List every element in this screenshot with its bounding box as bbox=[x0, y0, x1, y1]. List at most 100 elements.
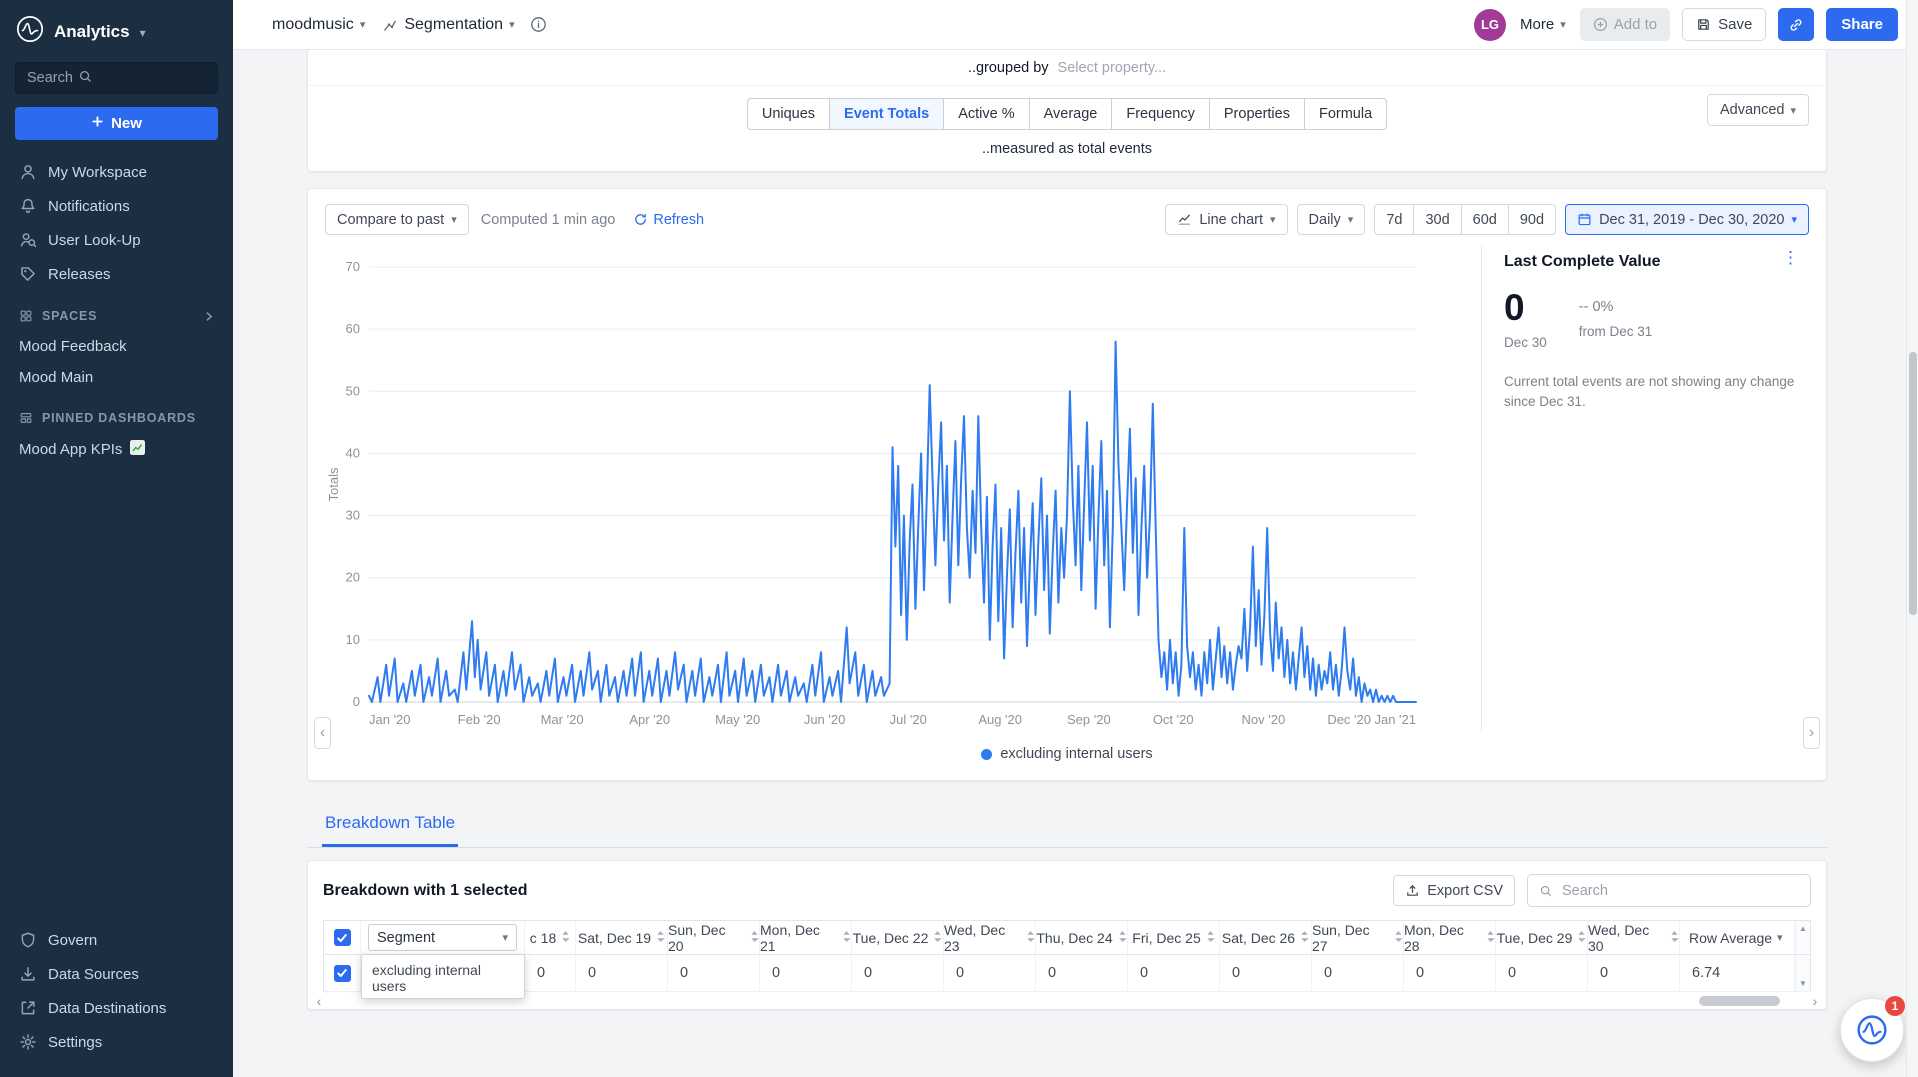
sidebar-item-releases[interactable]: Releases bbox=[0, 257, 233, 291]
space-item-mood-feedback[interactable]: Mood Feedback bbox=[19, 338, 127, 355]
scroll-right-icon[interactable]: › bbox=[1807, 994, 1823, 1008]
share-button[interactable]: Share bbox=[1826, 8, 1898, 41]
metric-tab-frequency[interactable]: Frequency bbox=[1111, 98, 1210, 130]
more-button[interactable]: More ▾ bbox=[1518, 12, 1568, 37]
link-icon bbox=[1788, 17, 1804, 33]
column-header-c-18[interactable]: c 18 bbox=[525, 921, 576, 954]
group-property-input[interactable]: Select property... bbox=[1057, 59, 1167, 76]
column-header-label: Sat, Dec 19 bbox=[577, 929, 652, 946]
export-csv-button[interactable]: Export CSV bbox=[1393, 875, 1515, 906]
column-header-sun-dec-20[interactable]: Sun, Dec 20 bbox=[668, 921, 760, 954]
compare-to-past-button[interactable]: Compare to past ▾ bbox=[325, 204, 469, 235]
select-all-checkbox[interactable] bbox=[333, 929, 351, 946]
column-header-mon-dec-21[interactable]: Mon, Dec 21 bbox=[760, 921, 852, 954]
save-button[interactable]: Save bbox=[1682, 8, 1767, 41]
chart-toolbar: Compare to past ▾ Computed 1 min ago Ref… bbox=[325, 204, 1809, 235]
interval-select[interactable]: Daily ▾ bbox=[1296, 204, 1366, 235]
column-header-wed-dec-30[interactable]: Wed, Dec 30 bbox=[1588, 921, 1680, 954]
advanced-button[interactable]: Advanced ▾ bbox=[1706, 94, 1809, 126]
sidebar-item-settings[interactable]: Settings bbox=[0, 1025, 233, 1059]
sort-icon bbox=[1486, 930, 1495, 946]
metric-tab-properties[interactable]: Properties bbox=[1208, 98, 1305, 130]
tab-breakdown-table[interactable]: Breakdown Table bbox=[322, 813, 459, 847]
add-to-button[interactable]: Add to bbox=[1579, 8, 1671, 41]
segment-select[interactable]: Segment ▾ bbox=[368, 924, 517, 951]
metric-tab-formula[interactable]: Formula bbox=[1303, 98, 1388, 130]
kebab-menu-icon[interactable]: ⋮ bbox=[1776, 247, 1805, 269]
row-average-header[interactable]: Row Average ▾ bbox=[1680, 921, 1795, 954]
breakdown-header-row: Breakdown with 1 selected Export CSV bbox=[308, 861, 1826, 920]
column-header-sat-dec-19[interactable]: Sat, Dec 19 bbox=[576, 921, 668, 954]
sort-icon bbox=[842, 930, 851, 946]
info-icon[interactable] bbox=[530, 16, 547, 33]
column-header-tue-dec-22[interactable]: Tue, Dec 22 bbox=[852, 921, 944, 954]
table-scroll-down-icon[interactable]: ▼ bbox=[1795, 955, 1810, 991]
column-header-label: Tue, Dec 22 bbox=[852, 929, 929, 946]
avatar[interactable]: LG bbox=[1474, 8, 1506, 41]
sidebar-item-data-destinations[interactable]: Data Destinations bbox=[0, 991, 233, 1025]
metric-tab-active[interactable]: Active % bbox=[943, 98, 1030, 130]
range-7d-button[interactable]: 7d bbox=[1374, 204, 1415, 235]
sidebar-item-data-sources[interactable]: Data Sources bbox=[0, 957, 233, 991]
page-scrollbar-thumb[interactable] bbox=[1909, 352, 1917, 615]
segment-option[interactable]: excluding internal users bbox=[372, 962, 481, 994]
column-header-label: Tue, Dec 29 bbox=[1496, 929, 1573, 946]
range-60d-button[interactable]: 60d bbox=[1460, 204, 1509, 235]
column-header-sat-dec-26[interactable]: Sat, Dec 26 bbox=[1220, 921, 1312, 954]
row-select-checkbox[interactable] bbox=[333, 964, 351, 982]
space-item-mood-main[interactable]: Mood Main bbox=[19, 369, 94, 386]
sidebar-item-notifications[interactable]: Notifications bbox=[0, 189, 233, 223]
view-switcher[interactable]: Segmentation ▾ bbox=[380, 12, 516, 38]
project-name: moodmusic bbox=[272, 15, 354, 33]
column-header-label: Wed, Dec 30 bbox=[1588, 921, 1650, 954]
chart-pan-left-button[interactable]: ‹ bbox=[314, 717, 331, 749]
date-range-picker[interactable]: Dec 31, 2019 - Dec 30, 2020 ▾ bbox=[1565, 204, 1809, 235]
metric-tab-uniques[interactable]: Uniques bbox=[746, 98, 831, 130]
chart-type-select[interactable]: Line chart ▾ bbox=[1165, 204, 1288, 235]
column-header-thu-dec-24[interactable]: Thu, Dec 24 bbox=[1036, 921, 1128, 954]
scrollbar-track[interactable] bbox=[327, 995, 1807, 1007]
refresh-button[interactable]: Refresh bbox=[627, 211, 710, 229]
sidebar-item-my-workspace[interactable]: My Workspace bbox=[0, 155, 233, 189]
sidebar-item-govern[interactable]: Govern bbox=[0, 923, 233, 957]
pinned-dashboards-header[interactable]: PINNED DASHBOARDS bbox=[0, 393, 233, 433]
assistant-fab-button[interactable]: 1 bbox=[1840, 996, 1905, 1062]
change-from-date: from Dec 31 bbox=[1578, 324, 1653, 339]
grouped-by-row: ..grouped by Select property... bbox=[308, 50, 1826, 86]
metric-tab-average[interactable]: Average bbox=[1028, 98, 1113, 130]
project-switcher[interactable]: moodmusic ▾ bbox=[270, 12, 367, 38]
range-30d-button[interactable]: 30d bbox=[1413, 204, 1462, 235]
column-header-mon-dec-28[interactable]: Mon, Dec 28 bbox=[1404, 921, 1496, 954]
spaces-header[interactable]: SPACES bbox=[0, 291, 233, 331]
table-scroll-up-icon[interactable]: ▲ bbox=[1795, 921, 1810, 954]
date-range-presets: 7d 30d 60d 90d bbox=[1374, 204, 1557, 235]
metrics-row: Uniques Event Totals Active % Average Freque… bbox=[308, 86, 1826, 171]
column-header-fri-dec-25[interactable]: Fri, Dec 25 bbox=[1128, 921, 1220, 954]
svg-text:Sep '20: Sep '20 bbox=[1067, 712, 1111, 727]
chevron-right-icon[interactable] bbox=[203, 311, 214, 322]
column-header-sun-dec-27[interactable]: Sun, Dec 27 bbox=[1312, 921, 1404, 954]
column-header-label: Sun, Dec 20 bbox=[668, 921, 726, 954]
column-header-label: Sat, Dec 26 bbox=[1221, 929, 1296, 946]
column-header-wed-dec-23[interactable]: Wed, Dec 23 bbox=[944, 921, 1036, 954]
legend-item[interactable]: excluding internal users bbox=[325, 732, 1809, 772]
scroll-left-icon[interactable]: ‹ bbox=[311, 994, 327, 1008]
scrollbar-thumb[interactable] bbox=[1699, 995, 1780, 1006]
compare-label: Compare to past bbox=[337, 211, 445, 228]
sidebar-item-user-look-up[interactable]: User Look-Up bbox=[0, 223, 233, 257]
chart-pan-right-button[interactable]: › bbox=[1803, 717, 1820, 749]
breakdown-title: Breakdown with 1 selected bbox=[323, 881, 528, 899]
svg-text:20: 20 bbox=[346, 570, 360, 585]
pinned-item-mood-app-kpis[interactable]: Mood App KPIs bbox=[0, 433, 233, 466]
table-search-input[interactable] bbox=[1560, 881, 1799, 900]
new-button[interactable]: New bbox=[15, 107, 218, 140]
sidebar-search-input[interactable]: Search bbox=[15, 62, 218, 94]
brand-row[interactable]: Analytics ▾ bbox=[0, 0, 233, 60]
page-scrollbar[interactable] bbox=[1906, 0, 1918, 1077]
metric-tab-event-totals[interactable]: Event Totals bbox=[829, 98, 945, 130]
range-90d-button[interactable]: 90d bbox=[1507, 204, 1557, 235]
column-header-tue-dec-29[interactable]: Tue, Dec 29 bbox=[1496, 921, 1588, 954]
sidebar-item-label: Data Sources bbox=[48, 965, 139, 983]
copy-link-button[interactable] bbox=[1778, 8, 1815, 41]
